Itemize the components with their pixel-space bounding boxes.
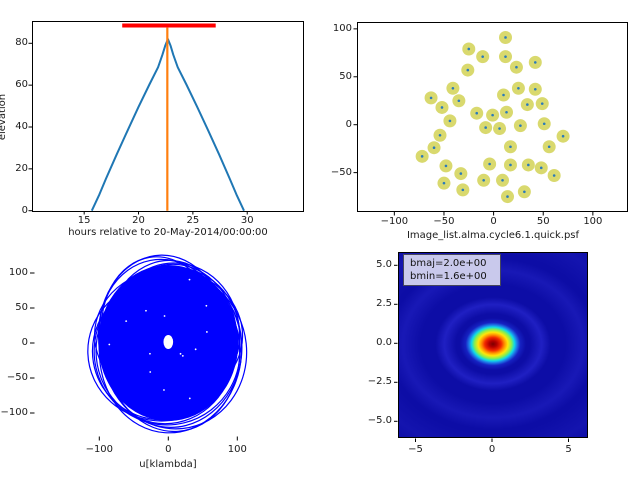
bl-x-tick-label: −100: [85, 444, 114, 455]
bl-x-tick-label: 0: [165, 444, 172, 455]
beam-bmin-text: bmin=1.6e+00: [410, 271, 487, 282]
uv-speckle: [108, 343, 111, 346]
uv-speckle: [149, 371, 152, 373]
uv-track-ellipse: [100, 256, 223, 415]
br-y-tick-label: 5.0: [376, 259, 392, 271]
axes-elevation-plot: [32, 21, 304, 212]
uv-speckle: [188, 397, 191, 400]
br-x-tick-label: −5: [408, 444, 423, 455]
uv-speckle: [194, 348, 197, 351]
bl-y-tick-label: 0: [21, 337, 28, 348]
uv-speckle: [149, 352, 151, 355]
uv-speckle: [163, 389, 165, 391]
tl-y-tick-label: 60: [15, 79, 28, 91]
br-y-tick-label: −5.0: [367, 415, 392, 427]
br-y-tick-label: 2.5: [376, 298, 392, 310]
tr-x-tick-label: −50: [433, 216, 455, 227]
tr-x-tick-label: 0: [490, 216, 497, 227]
elevation-x-axis-label: hours relative to 20-May-2014/00:00:00: [68, 227, 268, 238]
uv-track-ellipse: [101, 272, 248, 430]
bl-y-tick-label: 100: [8, 267, 28, 278]
tl-y-tick-label: 80: [15, 37, 28, 49]
uv-speckle: [125, 320, 128, 323]
br-x-tick-label: 5: [565, 444, 572, 455]
uv-track-ellipse: [104, 273, 243, 428]
uv-x-axis-label: u[klambda]: [139, 459, 197, 470]
uv-speckle: [205, 331, 208, 333]
br-y-tick-label: 0.0: [376, 337, 392, 349]
uv-track-ellipse: [105, 259, 229, 411]
tl-x-tick-label: 30: [240, 215, 254, 226]
tr-y-tick-label: −50: [330, 166, 352, 178]
uv-speckle: [163, 315, 166, 317]
uv-track-ellipse: [111, 263, 238, 407]
bl-y-tick-label: −100: [0, 407, 28, 418]
tr-y-tick-label: 100: [332, 22, 352, 34]
tr-x-tick-label: 100: [583, 216, 603, 227]
uv-track-ellipse: [91, 281, 233, 421]
tl-y-tick-label: 20: [15, 162, 28, 174]
uv-track-ellipse: [105, 266, 241, 404]
uv-speckle: [205, 304, 208, 307]
tl-x-tick-label: 20: [132, 215, 145, 226]
uv-center-hole: [163, 335, 174, 349]
elevation-y-axis-label: elevation: [0, 93, 8, 141]
uv-track-ellipse: [93, 268, 244, 403]
beam-annotation-box: bmaj=2.0e+00 bmin=1.6e+00: [403, 254, 501, 286]
uv-speckle: [179, 352, 182, 355]
uv-track-ellipse: [107, 267, 235, 403]
bl-y-tick-label: 50: [15, 302, 28, 313]
tr-y-tick-label: 0: [345, 118, 352, 130]
uv-track-ellipse: [87, 280, 237, 422]
uv-track-ellipse: [106, 262, 241, 408]
psf-title: Image_list.alma.cycle6.1.quick.psf: [406, 230, 580, 241]
beam-bmaj-text: bmaj=2.0e+00: [410, 258, 487, 269]
tl-y-tick-label: 40: [15, 121, 28, 132]
uv-track-ellipse: [98, 258, 231, 412]
tr-y-tick-label: 50: [339, 70, 352, 82]
uv-speckle: [181, 354, 184, 357]
uv-fill-core: [98, 265, 239, 421]
uv-track-ellipse: [107, 284, 230, 418]
uv-speckle: [188, 278, 191, 281]
tl-y-tick-label: 0: [21, 204, 28, 216]
uv-track-ellipse: [95, 277, 235, 425]
br-x-tick-label: 0: [488, 444, 496, 455]
uv-track-ellipse: [93, 276, 241, 426]
uv-speckle: [145, 309, 147, 312]
uv-track-ellipse: [98, 268, 243, 434]
uv-track-ellipse: [97, 254, 228, 416]
uv-track-ellipse: [104, 268, 241, 433]
br-y-tick-label: −2.5: [367, 376, 392, 388]
tl-x-tick-label: 25: [186, 215, 200, 226]
bl-y-tick-label: −50: [6, 372, 28, 383]
tr-x-tick-label: 50: [536, 216, 550, 227]
axes-antenna-plot: [357, 22, 628, 212]
bl-x-tick-label: 100: [227, 444, 247, 455]
tr-x-tick-label: −100: [380, 216, 409, 227]
tl-x-tick-label: 15: [77, 215, 91, 226]
